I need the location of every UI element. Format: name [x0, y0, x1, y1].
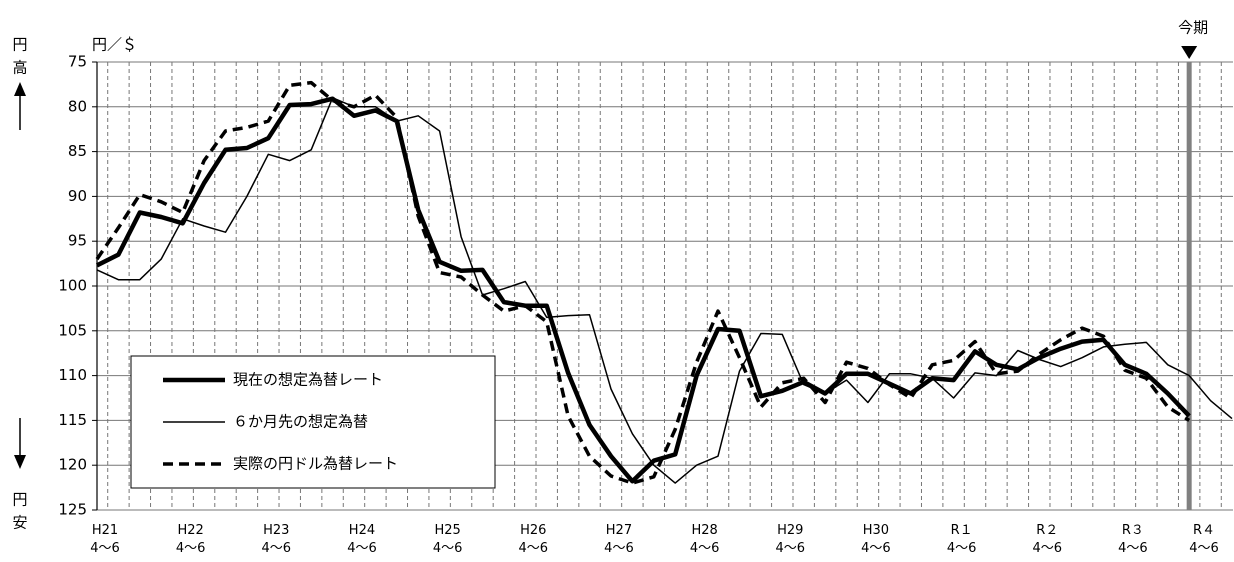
legend-label: 実際の円ドル為替レート	[233, 455, 398, 473]
arrow-head	[14, 82, 26, 96]
y-tick-label: 120	[58, 456, 87, 474]
current-period-label: 今期	[1178, 19, 1208, 37]
side-label: 高	[12, 59, 27, 77]
x-tick-label: H21 4～6	[90, 523, 120, 556]
x-tick-label: R４ 4～6	[1189, 523, 1219, 556]
x-tick-label: H30 4～6	[861, 523, 891, 556]
x-tick-label: H23 4～6	[261, 523, 292, 556]
x-tick-label: H26 4～6	[518, 523, 549, 556]
x-tick-label: H28 4～6	[689, 523, 720, 556]
legend-label: 現在の想定為替レート	[233, 371, 383, 389]
y-tick-label: 90	[68, 187, 87, 205]
y-tick-label: 85	[68, 142, 87, 160]
side-label: 安	[12, 514, 27, 532]
series-line	[95, 96, 1191, 484]
series-line	[95, 80, 1191, 485]
side-label: 円	[12, 491, 27, 509]
y-tick-label: 95	[68, 232, 87, 250]
y-axis-label: 円／＄	[92, 36, 137, 54]
x-tick-label: H29 4～6	[775, 523, 806, 556]
y-tick-label: 105	[58, 321, 87, 339]
x-tick-label: H22 4～6	[175, 523, 206, 556]
series-line	[96, 97, 1233, 484]
side-label: 円	[12, 36, 27, 54]
x-tick-label: R２ 4～6	[1032, 523, 1063, 556]
x-tick-label: H27 4～6	[604, 523, 634, 556]
y-tick-label: 125	[58, 501, 87, 519]
y-tick-label: 75	[68, 53, 87, 71]
y-tick-label: 80	[68, 97, 87, 115]
y-tick-label: 110	[58, 366, 87, 384]
current-period-arrow	[1181, 46, 1198, 59]
y-tick-label: 115	[58, 411, 87, 429]
x-tick-label: R１ 4～6	[946, 523, 977, 556]
x-tick-label: H24 4～6	[347, 523, 377, 556]
legend-label: ６か月先の想定為替	[233, 413, 368, 431]
x-tick-label: R３ 4～6	[1118, 523, 1148, 556]
x-tick-label: H25 4～6	[432, 523, 463, 556]
arrow-head	[14, 455, 26, 469]
y-tick-label: 100	[58, 277, 87, 295]
